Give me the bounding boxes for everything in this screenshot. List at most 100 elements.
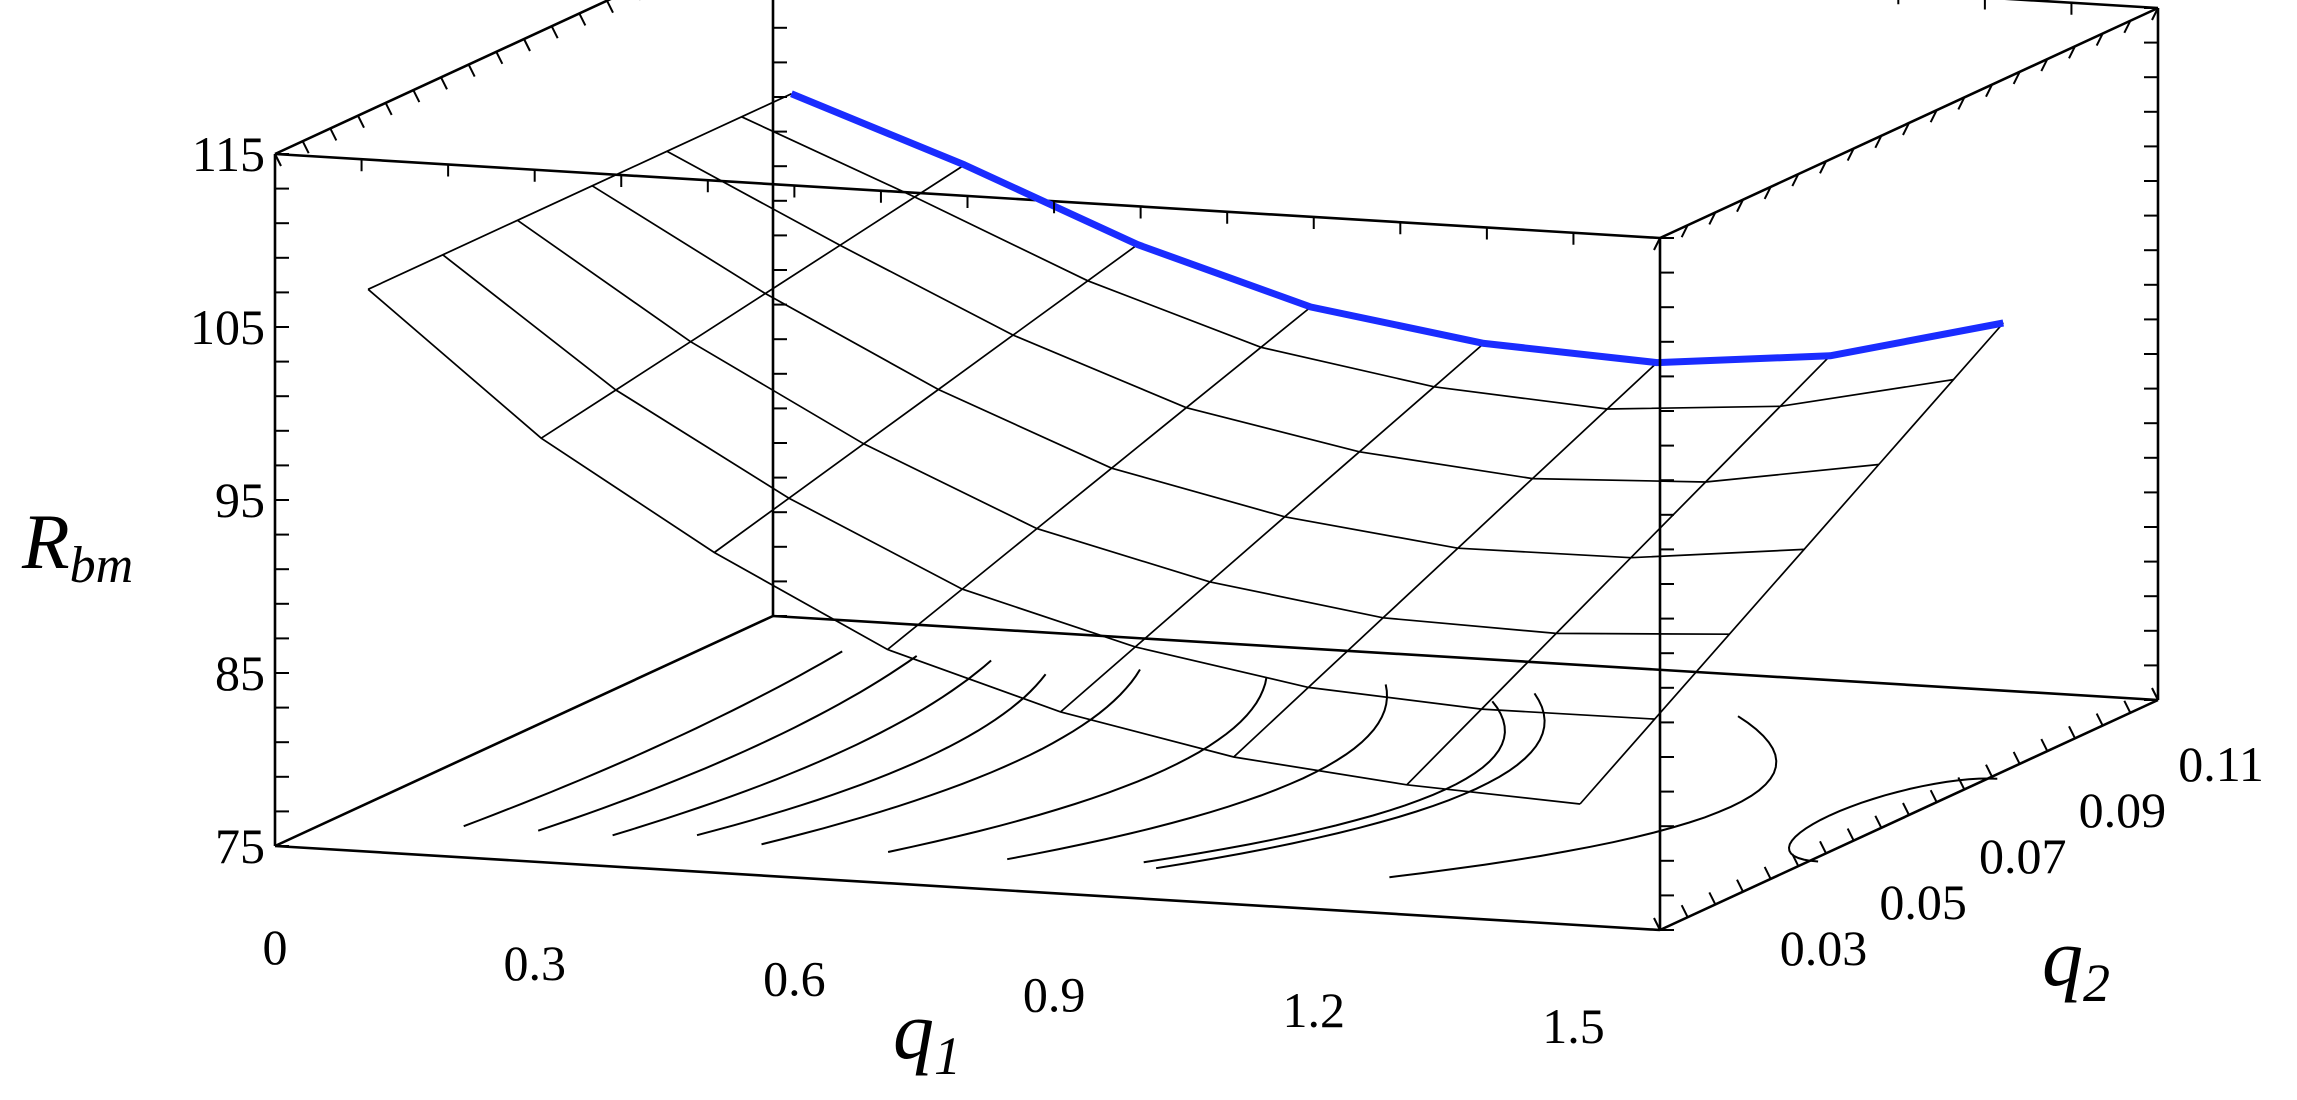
z-tick-label: 75 — [215, 818, 265, 874]
floor-contour — [761, 668, 1141, 846]
depth-tick-bottom-right — [1791, 853, 1800, 867]
surface-mesh-line-q2 — [517, 219, 1730, 636]
surface-mesh-line-q2 — [666, 150, 1879, 483]
depth-tick-top-right — [1929, 109, 1938, 123]
surface-mesh-line-q2 — [741, 116, 1954, 410]
y-tick-label: 0.03 — [1780, 920, 1868, 976]
depth-tick-top-right — [1957, 96, 1966, 110]
depth-tick-top-right — [1736, 199, 1744, 213]
depth-tick-bottom-right — [2040, 738, 2049, 752]
x-tick-label: 1.2 — [1283, 982, 1346, 1038]
box-edge-left-bottom-depth — [274, 614, 774, 848]
depth-tick-top-left — [357, 115, 365, 129]
depth-tick-top-right — [1985, 84, 1993, 98]
x-tick-label: 1.5 — [1542, 998, 1605, 1054]
depth-tick-top-right — [1680, 224, 1689, 238]
z-axis-title-sub: bm — [70, 537, 134, 594]
floor-contour-highlight — [1143, 700, 1506, 864]
floor-contour-highlight — [696, 673, 1047, 837]
depth-tick-bottom-right — [2123, 700, 2132, 714]
floor-contour-closed — [1787, 777, 1998, 863]
depth-tick-bottom-right — [1874, 815, 1883, 829]
surface-mesh-line-q1 — [367, 93, 792, 291]
surface-mesh-line-q1 — [1060, 342, 1485, 713]
axis-ticks — [274, 0, 2159, 931]
depth-tick-top-right — [1708, 211, 1717, 225]
depth-tick-bottom-right — [1957, 776, 1966, 790]
response-surface — [367, 90, 2004, 805]
depth-tick-bottom-right — [1929, 789, 1938, 803]
depth-tick-top-left — [384, 102, 393, 116]
tick-labels: 115 105 95 85 75 0 0.3 0.6 0.9 1.2 1.5 0.030.050.07… — [190, 126, 2264, 1054]
floor-contours — [463, 650, 1998, 879]
x-tick-label: 0.3 — [503, 935, 566, 991]
depth-tick-top-left — [301, 140, 310, 154]
box-edge-front-bottom — [274, 844, 1661, 932]
surface-ridge-highlight — [790, 90, 2004, 367]
depth-tick-top-left — [467, 64, 476, 78]
box-edge-back-top — [2004, 0, 2159, 10]
depth-tick-top-left — [495, 51, 504, 65]
x-tick-label: 0 — [263, 919, 288, 975]
depth-tick-top-right — [2040, 58, 2049, 72]
depth-tick-top-right — [1874, 135, 1883, 149]
depth-tick-top-right — [1846, 148, 1855, 162]
depth-tick-bottom-right — [1985, 764, 1993, 778]
y-axis-title: q2 — [2042, 912, 2110, 1013]
floor-contour — [887, 677, 1268, 853]
y-tick-label: 0.05 — [1879, 874, 1967, 930]
surface-mesh-line-q2 — [442, 254, 1655, 720]
y-tick-label: 0.09 — [2079, 782, 2167, 838]
depth-tick-top-right — [2095, 33, 2104, 47]
surface-mesh-line-q2 — [591, 185, 1805, 559]
x-axis-title-main: q — [893, 985, 934, 1076]
surface-mesh-line-q1 — [886, 306, 1312, 651]
z-axis-title-main: R — [21, 498, 70, 585]
floor-contour — [1155, 692, 1546, 870]
depth-tick-top-right — [1791, 173, 1800, 187]
x-axis-title-sub: 1 — [934, 1026, 961, 1086]
floor-contour — [463, 650, 843, 828]
depth-tick-bottom-right — [1819, 840, 1827, 854]
z-tick-label: 85 — [215, 645, 265, 701]
depth-tick-bottom-right — [1680, 904, 1689, 918]
depth-tick-top-right — [1902, 122, 1910, 136]
depth-tick-top-left — [329, 127, 338, 141]
y-axis-title-main: q — [2042, 912, 2083, 1003]
box-edge-left-top-depth — [274, 0, 612, 156]
depth-tick-top-right — [2068, 45, 2076, 59]
depth-tick-top-left — [523, 38, 531, 52]
depth-tick-top-left — [606, 0, 614, 14]
surface-mesh-line-q1 — [540, 164, 965, 439]
depth-tick-bottom-right — [1708, 891, 1717, 905]
depth-tick-bottom-right — [1902, 802, 1910, 816]
surface-mesh-line-q2 — [367, 288, 1581, 805]
depth-tick-top-right — [2123, 20, 2132, 34]
z-tick-label: 115 — [192, 126, 265, 182]
depth-tick-bottom-right — [2095, 713, 2104, 727]
surface-mesh-line-q1 — [1406, 355, 1831, 786]
surface-mesh-line-q1 — [1579, 322, 2004, 805]
depth-tick-bottom-right — [1653, 917, 1661, 931]
depth-tick-top-right — [1819, 160, 1827, 174]
floor-contour-highlight — [1389, 715, 1778, 879]
floor-contour — [612, 659, 992, 837]
floor-contour — [537, 655, 918, 832]
y-tick-label: 0.11 — [2178, 736, 2264, 792]
depth-tick-top-left — [440, 76, 448, 90]
depth-tick-top-left — [550, 25, 559, 39]
depth-tick-bottom-right — [1846, 828, 1855, 842]
surface-mesh-line-q1 — [713, 243, 1139, 554]
depth-tick-bottom-right — [2151, 687, 2159, 701]
depth-tick-top-left — [578, 12, 587, 26]
x-tick-label: 0.9 — [1023, 966, 1086, 1022]
depth-tick-top-right — [2012, 71, 2021, 85]
depth-tick-top-right — [1763, 186, 1772, 200]
x-tick-label: 0.6 — [763, 951, 826, 1007]
surface-mesh-line-q1 — [1233, 361, 1658, 758]
z-tick-label: 95 — [215, 472, 265, 528]
z-axis-title: Rbm — [21, 498, 133, 594]
depth-tick-bottom-right — [2012, 751, 2021, 765]
